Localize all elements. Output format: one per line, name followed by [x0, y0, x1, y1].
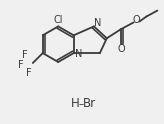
- Text: F: F: [22, 50, 28, 60]
- Text: N: N: [75, 49, 82, 59]
- Text: N: N: [94, 18, 102, 28]
- Text: O: O: [118, 44, 125, 54]
- Text: H: H: [71, 97, 79, 110]
- Text: Br: Br: [82, 97, 95, 110]
- Text: O: O: [133, 16, 140, 25]
- Text: Cl: Cl: [53, 16, 63, 25]
- Text: F: F: [26, 68, 32, 78]
- Text: –: –: [78, 100, 84, 109]
- Text: F: F: [18, 60, 24, 70]
